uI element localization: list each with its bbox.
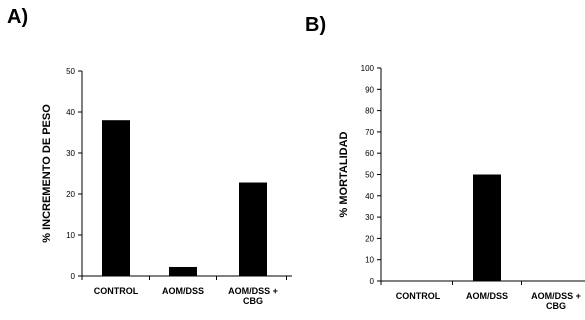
mortality-y-tick-label: 100 [361,64,375,73]
mortality-category-label: CONTROL [396,291,441,301]
panel-a-label: A) [7,6,29,28]
weight-category-label: AOM/DSS [162,286,204,296]
mortality-y-tick-label: 0 [370,277,375,286]
mortality-y-tick-label: 50 [365,171,374,180]
weight-bar [169,266,197,276]
mortality-category-label: AOM/DSS [466,291,508,301]
weight-y-tick-label: 30 [66,149,75,158]
weight-y-tick-label: 40 [66,108,75,117]
weight-y-tick-label: 50 [66,67,75,76]
weight-category-label: AOM/DSS + CBG [228,286,278,306]
mortality-y-tick-label: 40 [365,192,374,201]
mortality-y-tick-label: 90 [365,85,374,94]
weight-y-tick-label: 10 [66,231,75,240]
weight-y-axis-title: % INCREMENTO DE PESO [41,104,53,243]
mortality-y-tick-label: 70 [365,128,374,137]
mortality-y-tick-label: 10 [365,256,374,265]
weight-y-tick-label: 0 [71,272,76,281]
weight-bar [102,120,130,276]
mortality-y-tick-label: 30 [365,213,374,222]
mortality-category-label: AOM/DSS + CBG [531,291,581,311]
weight-category-label: CONTROL [94,286,139,296]
mortality-y-tick-label: 80 [365,107,374,116]
weight-y-tick-label: 20 [66,190,75,199]
mortality-y-axis-title: % MORTALIDAD [338,131,350,217]
weight-bar [239,182,267,276]
mortality-y-tick-label: 60 [365,149,374,158]
panel-b-label: B) [305,14,327,36]
mortality-bar [473,174,501,281]
mortality-y-tick-label: 20 [365,234,374,243]
